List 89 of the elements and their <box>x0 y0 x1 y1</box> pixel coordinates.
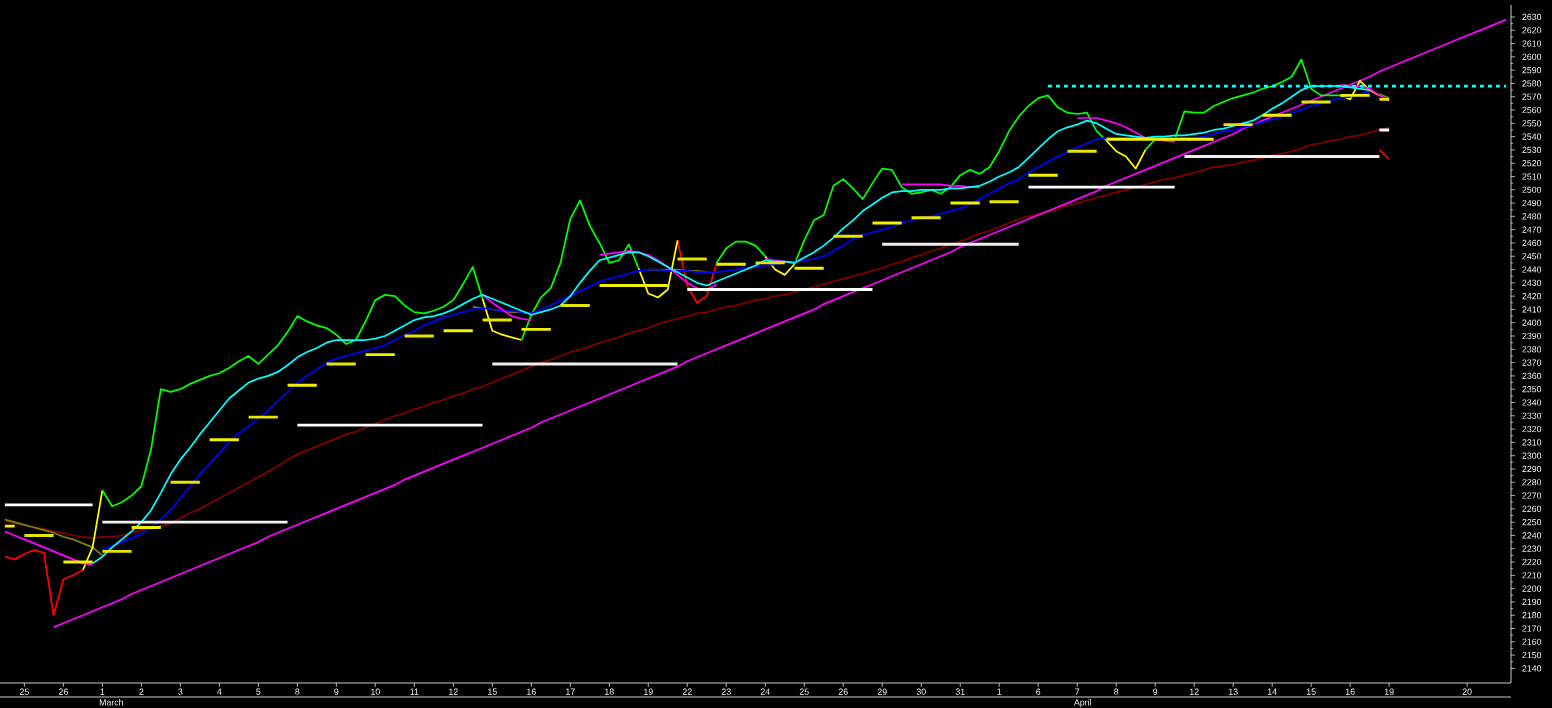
y-tick-label: 2300 <box>1522 452 1542 459</box>
y-tick-label: 2430 <box>1522 279 1542 286</box>
y-tick-label: 2570 <box>1522 93 1542 100</box>
x-tick-label: 4 <box>217 688 222 695</box>
x-tick-label: 8 <box>1114 688 1119 695</box>
y-tick-label: 2550 <box>1522 120 1542 127</box>
y-tick-label: 2270 <box>1522 492 1542 499</box>
y-tick-label: 2510 <box>1522 173 1542 180</box>
x-tick-label: 23 <box>721 688 731 695</box>
y-tick-label: 2170 <box>1522 625 1542 632</box>
x-tick-label: 22 <box>682 688 692 695</box>
x-tick-label: 15 <box>1306 688 1316 695</box>
x-tick-label: 25 <box>19 688 29 695</box>
x-tick-label: 17 <box>566 688 575 695</box>
y-tick-label: 2250 <box>1522 519 1542 526</box>
y-tick-label: 2330 <box>1522 412 1542 419</box>
x-tick-label: 26 <box>58 688 68 695</box>
y-tick-label: 2520 <box>1522 160 1542 167</box>
x-tick-label: 6 <box>1036 688 1041 695</box>
x-tick-label: 18 <box>605 688 614 695</box>
y-tick-label: 2450 <box>1522 253 1542 260</box>
y-tick-label: 2530 <box>1522 146 1542 154</box>
y-tick-label: 2580 <box>1522 80 1542 87</box>
x-tick-label: 12 <box>1189 688 1199 695</box>
y-tick-label: 2360 <box>1522 372 1542 380</box>
text: March <box>99 699 123 706</box>
y-tick-label: 2410 <box>1522 306 1542 313</box>
x-tick-label: 20 <box>1462 688 1472 695</box>
y-tick-label: 2620 <box>1522 27 1542 34</box>
y-tick-label: 2280 <box>1522 479 1542 486</box>
x-tick-label: 30 <box>916 688 926 695</box>
x-tick-label: 10 <box>371 688 380 695</box>
x-tick-label: 14 <box>1267 688 1277 695</box>
x-tick-label: 9 <box>334 688 339 695</box>
x-tick-label: 26 <box>838 688 848 695</box>
y-tick-label: 2460 <box>1522 239 1542 247</box>
y-tick-label: 2180 <box>1522 612 1542 619</box>
y-tick-label: 2610 <box>1522 40 1542 47</box>
y-tick-label: 2160 <box>1522 638 1542 645</box>
y-tick-label: 2590 <box>1522 67 1542 74</box>
text: April <box>1073 699 1091 708</box>
y-tick-label: 2600 <box>1522 53 1542 60</box>
y-tick-label: 2140 <box>1522 665 1542 672</box>
x-tick-label: 11 <box>410 688 419 695</box>
y-tick-label: 2560 <box>1522 106 1542 114</box>
y-tick-label: 2290 <box>1522 465 1542 473</box>
y-tick-label: 2320 <box>1522 425 1542 433</box>
y-tick-label: 2340 <box>1522 399 1542 406</box>
x-tick-label: 16 <box>527 688 536 695</box>
x-tick-label: 2 <box>139 688 144 695</box>
y-tick-label: 2230 <box>1522 545 1542 552</box>
y-tick-label: 2220 <box>1522 558 1542 566</box>
y-tick-label: 2540 <box>1522 133 1542 140</box>
y-tick-label: 2210 <box>1522 572 1542 579</box>
y-tick-label: 2490 <box>1522 199 1542 207</box>
x-tick-label: 24 <box>760 688 770 695</box>
x-tick-label: 7 <box>1075 688 1080 695</box>
x-tick-label: 3 <box>178 688 183 695</box>
x-tick-label: 29 <box>877 688 887 695</box>
y-tick-label: 2440 <box>1522 266 1542 273</box>
y-tick-label: 2150 <box>1522 651 1542 659</box>
y-tick-label: 2370 <box>1522 359 1542 366</box>
y-tick-label: 2200 <box>1522 585 1542 592</box>
y-tick-label: 2190 <box>1522 598 1542 606</box>
x-tick-label: 31 <box>955 688 965 695</box>
y-tick-label: 2380 <box>1522 346 1542 353</box>
y-tick-label: 2390 <box>1522 332 1542 340</box>
x-tick-label: 19 <box>644 688 653 695</box>
y-tick-label: 2470 <box>1522 226 1542 233</box>
x-tick-label: 25 <box>799 688 809 695</box>
y-tick-label: 2260 <box>1522 505 1542 512</box>
y-tick-label: 2350 <box>1522 386 1542 393</box>
x-tick-label: 19 <box>1384 688 1394 695</box>
x-tick-label: 16 <box>1345 688 1355 695</box>
y-tick-label: 2480 <box>1522 213 1542 220</box>
x-tick-label: 9 <box>1153 688 1158 695</box>
y-tick-label: 2420 <box>1522 293 1542 300</box>
x-tick-label: 13 <box>1228 688 1238 695</box>
x-tick-label: 8 <box>295 688 300 695</box>
y-tick-label: 2630 <box>1522 13 1542 21</box>
y-tick-label: 2500 <box>1522 186 1542 193</box>
x-tick-label: 1 <box>997 688 1002 695</box>
y-tick-label: 2310 <box>1522 439 1542 446</box>
x-tick-label: 12 <box>449 688 458 695</box>
x-tick-label: 15 <box>488 688 497 695</box>
y-tick-label: 2400 <box>1522 319 1542 326</box>
x-tick-label: 1 <box>100 688 105 695</box>
x-tick-label: 5 <box>256 688 261 695</box>
y-tick-label: 2240 <box>1522 532 1542 539</box>
